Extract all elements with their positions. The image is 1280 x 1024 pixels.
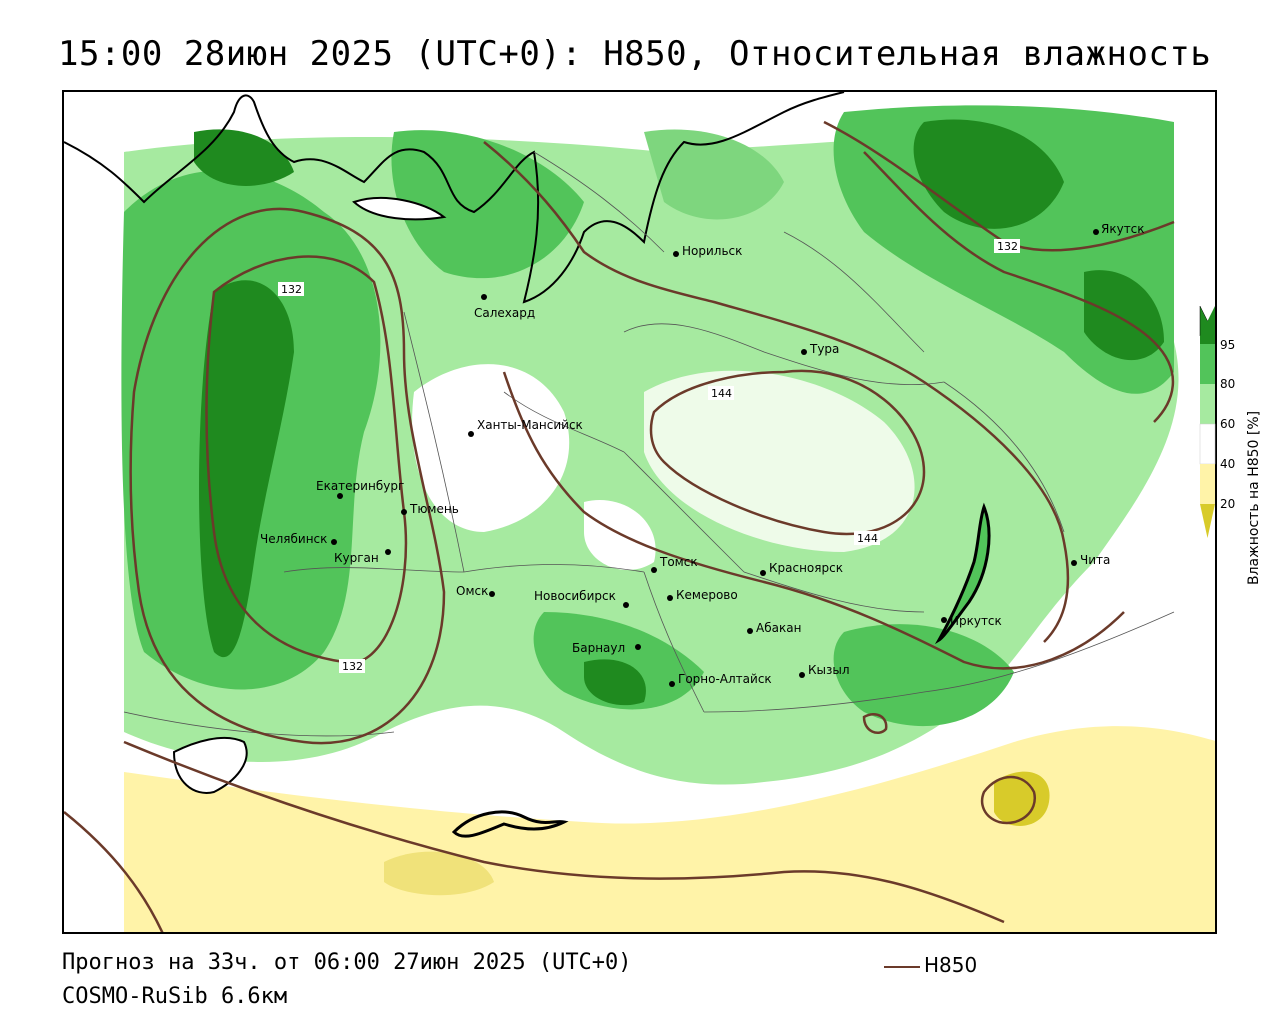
coastline	[352, 196, 447, 221]
dry-patch	[644, 370, 915, 552]
city-label: Томск	[659, 555, 698, 569]
city-label: Чита	[1080, 553, 1110, 567]
dry-patch	[412, 364, 570, 532]
h850-contours	[64, 120, 1175, 932]
wet-area	[833, 624, 1014, 727]
colorbar-tick: 60	[1220, 417, 1236, 431]
very-wet-area	[584, 659, 646, 706]
contour-132-west	[205, 255, 408, 665]
humidity-map: 132 132 132 144 144 Норильск Якутск Сале…	[62, 90, 1217, 934]
contour-line-swatch	[884, 965, 920, 968]
city-label: Норильск	[682, 244, 742, 258]
city-label: Кемерово	[676, 588, 738, 602]
lake-baikal	[934, 502, 991, 645]
city-label: Челябинск	[260, 532, 327, 546]
contour-label: 132	[342, 660, 363, 673]
contour-legend-label: H850	[924, 953, 978, 977]
city-label: Курган	[334, 551, 379, 565]
wet-area	[644, 129, 784, 220]
contour-lower	[502, 371, 1125, 670]
colorbar-label: Влажность на H850 [%]	[1246, 410, 1262, 585]
city-label: Иркутск	[950, 614, 1002, 628]
region-borders	[123, 151, 1175, 737]
colorbar: 95 80 60 40 20	[1196, 305, 1266, 596]
city-label: Красноярск	[769, 561, 843, 575]
city-label: Ханты-Мансийск	[477, 418, 583, 432]
colorbar-swatches	[1199, 305, 1216, 538]
city-label: Якутск	[1101, 222, 1145, 236]
contour-label: 144	[711, 387, 732, 400]
lake-balkhash	[451, 810, 569, 838]
very-wet-area	[194, 129, 294, 186]
city-markers: Норильск Якутск Салехард Тура Ханты-Манс…	[260, 222, 1145, 687]
city-label: Омск	[456, 584, 488, 598]
city-label: Барнаул	[572, 641, 625, 655]
very-wet-area	[1084, 270, 1164, 361]
contour-label: 132	[997, 240, 1018, 253]
contour-132-outer	[129, 207, 446, 745]
colorbar-tick: 20	[1220, 497, 1236, 511]
contour-south	[123, 740, 1005, 924]
city-label: Горно-Алтайск	[678, 672, 772, 686]
forecast-info: Прогноз на 33ч. от 06:00 27июн 2025 (UTC…	[62, 950, 632, 975]
very-wet-area	[913, 119, 1064, 229]
map-canvas: 132 132 132 144 144 Норильск Якутск Сале…	[64, 92, 1215, 932]
colorbar-tick: 40	[1220, 457, 1236, 471]
city-label: Екатеринбург	[316, 479, 404, 493]
contour-small2	[862, 712, 888, 734]
contour-132-east2	[863, 151, 1175, 423]
city-label: Салехард	[474, 306, 535, 320]
dry-area-small	[384, 851, 494, 896]
contour-144	[649, 369, 926, 536]
dry-area-small	[994, 771, 1050, 826]
contour-label-group: 132 132 132 144 144	[278, 239, 1020, 673]
city-label: Тюмень	[409, 502, 459, 516]
city-label: Кызыл	[808, 663, 850, 677]
very-wet-area	[199, 280, 294, 658]
model-name: COSMO-RuSib 6.6км	[62, 984, 288, 1009]
city-label: Новосибирск	[534, 589, 616, 603]
colorbar-tick: 80	[1220, 377, 1236, 391]
city-label: Абакан	[756, 621, 801, 635]
contour-upper	[483, 141, 1070, 643]
contour-label: 132	[281, 283, 302, 296]
city-label: Тура	[809, 342, 839, 356]
map-title: 15:00 28июн 2025 (UTC+0): H850, Относите…	[58, 34, 1212, 74]
coastline	[64, 92, 845, 304]
contour-legend: H850	[884, 953, 977, 977]
wet-area	[533, 612, 704, 710]
coastline	[172, 736, 248, 794]
contour-label: 144	[857, 532, 878, 545]
colorbar-tick: 95	[1220, 338, 1236, 352]
contour-small	[980, 775, 1037, 825]
contour-south2	[64, 811, 164, 932]
